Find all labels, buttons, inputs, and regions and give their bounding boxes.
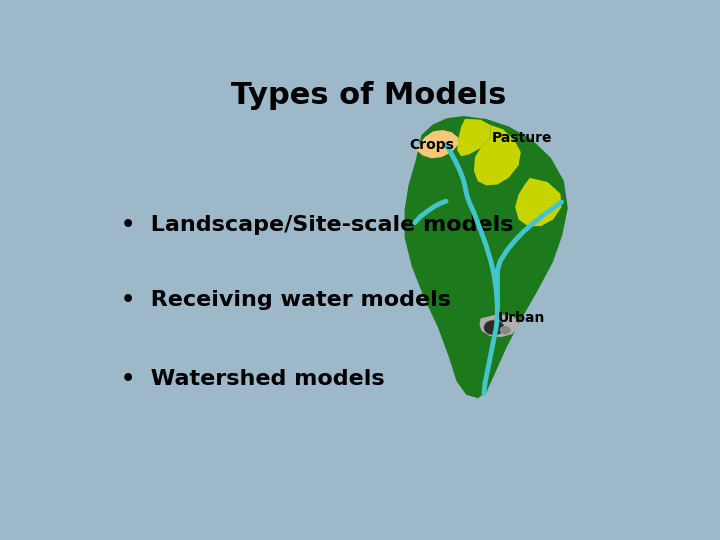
Text: •  Receiving water models: • Receiving water models (121, 290, 451, 310)
Polygon shape (416, 130, 459, 158)
Text: •  Watershed models: • Watershed models (121, 369, 384, 389)
Polygon shape (516, 178, 562, 226)
Polygon shape (405, 117, 567, 397)
Circle shape (484, 320, 504, 335)
Text: Urban: Urban (498, 312, 545, 326)
Text: Types of Models: Types of Models (231, 82, 507, 111)
Text: Pasture: Pasture (492, 131, 552, 145)
Polygon shape (474, 125, 521, 185)
Circle shape (500, 326, 510, 334)
Text: •  Landscape/Site-scale models: • Landscape/Site-scale models (121, 215, 513, 235)
Polygon shape (457, 119, 490, 156)
Text: Crops: Crops (410, 138, 454, 152)
Polygon shape (480, 314, 518, 337)
